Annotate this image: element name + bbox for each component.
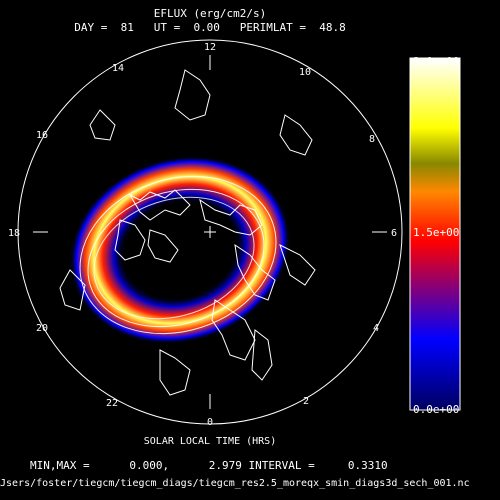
hour-label-20: 20 — [36, 323, 48, 334]
hour-label-12: 12 — [204, 42, 216, 53]
colorbar — [409, 57, 461, 411]
coastlines — [59, 69, 316, 396]
hour-label-6: 6 — [391, 228, 397, 239]
x-axis-label: SOLAR LOCAL TIME (HRS) — [143, 436, 277, 447]
stats-line: MIN,MAX = 0.000, 2.979 INTERVAL = 0.3310 — [30, 459, 388, 472]
hour-label-18: 18 — [8, 228, 20, 239]
hour-label-10: 10 — [299, 67, 311, 78]
hour-label-16: 16 — [36, 130, 48, 141]
plot-title: EFLUX (erg/cm2/s) — [153, 7, 267, 20]
colorbar-min-label: 0.0e+00 — [413, 403, 460, 416]
auroral-oval — [69, 155, 291, 345]
file-path: Jsers/foster/tiegcm/tiegcm_diags/tiegcm_… — [0, 478, 470, 489]
polar-frame — [17, 39, 403, 425]
plot-subtitle: DAY = 81 UT = 0.00 PERIMLAT = 48.8 — [74, 21, 346, 34]
hour-label-22: 22 — [106, 398, 118, 409]
colorbar-max-label: 3.0e+00 — [413, 55, 460, 68]
hour-label-4: 4 — [373, 323, 379, 334]
hour-label-8: 8 — [369, 134, 375, 145]
hour-label-0: 0 — [207, 417, 213, 428]
hour-label-2: 2 — [303, 396, 309, 407]
colorbar-mid-label: 1.5e+00 — [413, 226, 460, 239]
hour-labels: 12 14 10 16 8 18 6 20 4 22 2 0 — [8, 42, 397, 428]
hour-label-14: 14 — [112, 63, 124, 74]
